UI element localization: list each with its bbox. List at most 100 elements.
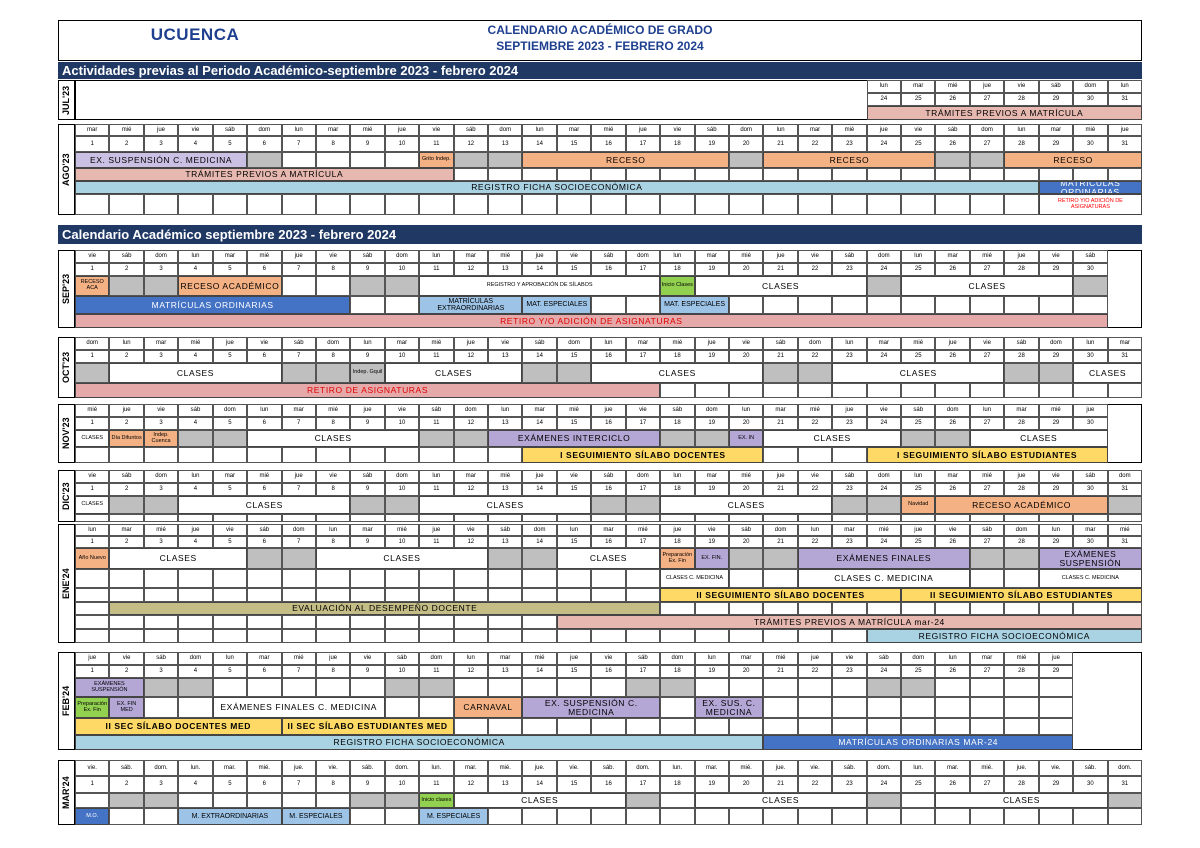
day-cell <box>763 168 798 181</box>
event: M.O. <box>75 808 110 825</box>
day-name: mar <box>109 524 144 536</box>
day-number: 3 <box>143 136 179 152</box>
day-number: 1 <box>75 483 110 496</box>
day-name: vie <box>556 250 592 263</box>
day-cell <box>1004 363 1039 383</box>
day-cell <box>143 447 179 463</box>
day-number: 13 <box>488 483 523 496</box>
day-cell <box>901 808 936 825</box>
day-cell <box>522 569 557 588</box>
day-cell <box>969 514 1005 522</box>
day-name: mié <box>866 524 902 536</box>
day-cell <box>1073 514 1108 522</box>
day-cell <box>178 629 213 643</box>
event: EXÁMENES SUSPENSIÓN <box>1038 548 1142 569</box>
day-number: 25 <box>901 776 936 793</box>
day-cell <box>522 194 557 215</box>
day-name: mié <box>281 652 316 665</box>
day-cell <box>694 808 729 825</box>
day-name: dom <box>797 337 833 350</box>
day-cell <box>453 447 489 463</box>
day-cell <box>384 793 420 808</box>
day-name: dom. <box>143 760 179 776</box>
day-name: lun <box>728 404 764 417</box>
event: CLASES <box>694 793 867 808</box>
day-name: dom <box>1038 337 1074 350</box>
day-name: dom <box>1107 470 1142 483</box>
day-number: 8 <box>315 536 351 548</box>
day-cell <box>384 629 420 643</box>
event: RECESO ACADÉMICO <box>935 496 1108 514</box>
day-cell <box>247 194 282 215</box>
day-cell <box>591 588 626 602</box>
day-name: sáb <box>350 470 385 483</box>
day-cell <box>178 194 213 215</box>
day-cell <box>866 697 902 718</box>
day-name: lun <box>178 250 213 263</box>
day-number: 16 <box>591 263 626 276</box>
day-cell <box>247 152 282 168</box>
day-name: sáb <box>109 470 144 483</box>
day-cell <box>178 793 213 808</box>
day-name: vie <box>212 524 248 536</box>
day-name: jue <box>763 250 798 263</box>
day-cell <box>247 629 282 643</box>
day-cell <box>315 276 351 296</box>
day-number: 19 <box>694 665 729 678</box>
day-number: 4 <box>178 350 213 363</box>
day-cell <box>625 793 661 808</box>
day-number: 13 <box>488 665 523 678</box>
day-name: sáb <box>453 124 489 136</box>
day-name: lun <box>935 652 970 665</box>
day-name: sáb <box>901 404 936 417</box>
day-name: lun. <box>901 760 936 776</box>
day-number: 21 <box>763 536 798 548</box>
day-number: 31 <box>1107 136 1142 152</box>
day-number: 19 <box>694 417 729 430</box>
day-cell <box>969 718 1005 735</box>
day-name: mié <box>109 124 144 136</box>
day-cell <box>384 697 420 718</box>
day-cell <box>212 588 248 602</box>
day-number: 7 <box>281 136 316 152</box>
day-name: vie <box>660 124 695 136</box>
day-cell <box>1107 496 1142 514</box>
day-cell <box>453 629 489 643</box>
day-name: jue <box>1107 124 1142 136</box>
event: M. ESPECIALES <box>419 808 489 825</box>
day-name: jue <box>935 337 970 350</box>
day-cell <box>1038 168 1074 181</box>
day-name: mié. <box>247 760 282 776</box>
day-number: 12 <box>453 536 489 548</box>
day-name: dom <box>212 404 248 417</box>
day-cell <box>281 152 316 168</box>
day-number: 31 <box>1107 93 1142 106</box>
day-cell <box>384 296 420 314</box>
day-number: 30 <box>1073 93 1108 106</box>
day-cell <box>969 383 1005 398</box>
day-name: mar <box>315 124 351 136</box>
day-number: 4 <box>178 263 213 276</box>
day-name: mié <box>488 250 523 263</box>
event: REGISTRO FICHA SOCIOECONÓMICA <box>866 629 1142 643</box>
event: CLASES <box>1073 363 1142 383</box>
day-cell <box>797 363 833 383</box>
event: II SEC SÍLABO DOCENTES MED <box>75 718 282 735</box>
day-cell <box>522 363 557 383</box>
day-cell <box>1004 296 1039 314</box>
day-cell <box>522 168 557 181</box>
day-name: mié. <box>969 760 1005 776</box>
day-name: vie <box>797 250 833 263</box>
day-cell <box>419 447 454 463</box>
event: CLASES C. MEDICINA <box>660 569 729 588</box>
day-name: jue <box>522 250 557 263</box>
day-number: 13 <box>488 776 523 793</box>
day-cell <box>556 629 592 643</box>
day-cell <box>625 629 661 643</box>
day-cell <box>178 569 213 588</box>
day-name: vie. <box>556 760 592 776</box>
day-cell <box>1004 194 1039 215</box>
day-number: 3 <box>143 350 179 363</box>
day-number: 5 <box>212 350 248 363</box>
day-number: 24 <box>866 93 902 106</box>
